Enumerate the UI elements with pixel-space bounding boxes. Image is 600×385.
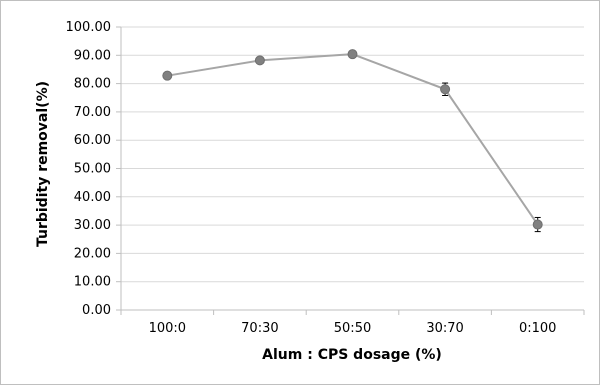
series-line-path (167, 53, 539, 226)
x-tick-label: 0:100 (519, 321, 556, 336)
data-point (347, 49, 358, 60)
x-tick-labels: 100:0 70:30 50:50 30:70 0:100 (149, 321, 557, 336)
x-axis-title: Alum : CPS dosage (%) (262, 347, 442, 363)
y-tick-label: 40.00 (74, 190, 111, 205)
x-tick-label: 100:0 (149, 321, 186, 336)
gridlines (121, 26, 584, 283)
y-tick-label: 50.00 (74, 162, 111, 177)
x-tick-label: 30:70 (426, 321, 463, 336)
y-tick-label: 60.00 (74, 133, 111, 148)
y-tick-label: 0.00 (82, 303, 111, 318)
x-tick-label: 70:30 (241, 321, 278, 336)
y-tick-label: 90.00 (74, 48, 111, 63)
data-point (254, 55, 265, 66)
axes (116, 26, 585, 315)
y-tick-label: 20.00 (74, 246, 111, 261)
data-point (532, 219, 543, 230)
data-point (162, 70, 173, 81)
y-axis-title: Turbidity removal(%) (35, 81, 51, 247)
data-point (440, 84, 451, 95)
x-tick-label: 50:50 (334, 321, 371, 336)
y-tick-label: 70.00 (74, 105, 111, 120)
y-tick-label: 30.00 (74, 218, 111, 233)
y-tick-label: 80.00 (74, 77, 111, 92)
y-tick-label: 100.00 (66, 20, 112, 35)
y-tick-labels: 0.00 10.00 20.00 30.00 40.00 50.00 60.00 70.00 8… (66, 20, 112, 318)
y-tick-label: 10.00 (74, 275, 111, 290)
series-line (162, 49, 543, 233)
